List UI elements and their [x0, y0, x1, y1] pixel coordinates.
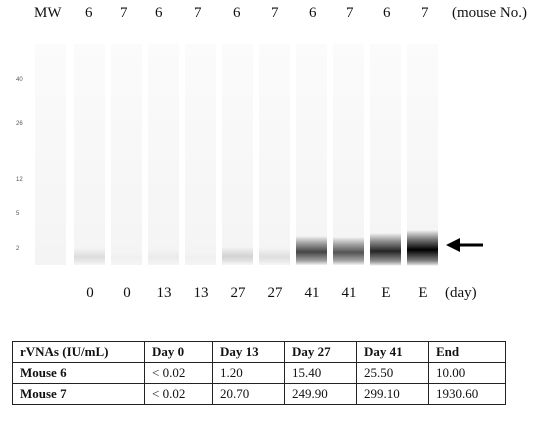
table-header-row: rVNAs (IU/mL) Day 0 Day 13 Day 27 Day 41…: [12, 341, 506, 363]
table-cell: 20.70: [212, 383, 285, 405]
mw-tick-label: 12: [16, 177, 23, 183]
table-header-cell: End: [428, 341, 506, 363]
mouse-number-label: 6: [383, 5, 391, 21]
mouse-number-label: 7: [271, 5, 279, 21]
gel-band: [407, 230, 438, 266]
gel-band: [259, 248, 290, 265]
rvna-table: rVNAs (IU/mL) Day 0 Day 13 Day 27 Day 41…: [12, 341, 506, 405]
table-cell: 249.90: [284, 383, 357, 405]
table-header-cell: Day 41: [356, 341, 429, 363]
mouse-number-label: 6: [85, 5, 93, 21]
table-row-header: Mouse 6: [12, 362, 145, 384]
table-row: Mouse 6 < 0.02 1.20 15.40 25.50 10.00: [12, 362, 506, 384]
gel-lane: [148, 44, 179, 265]
gel-band: [74, 248, 105, 265]
mouse-number-header: (mouse No.): [452, 5, 527, 21]
table-header-cell: Day 27: [284, 341, 357, 363]
mw-tick-label: 2: [16, 246, 20, 252]
day-label: 27: [230, 285, 246, 301]
mw-tick-label: 5: [16, 211, 20, 217]
gel-band: [370, 233, 401, 266]
gel-lane: [222, 44, 253, 265]
mouse-number-label: 7: [120, 5, 128, 21]
gel-band: [111, 249, 142, 265]
table-cell: 1930.60: [428, 383, 506, 405]
table-header-cell: Day 0: [144, 341, 213, 363]
mouse-number-label: 6: [155, 5, 163, 21]
gel-band: [296, 235, 327, 266]
day-label: 41: [304, 285, 320, 301]
day-label: 0: [86, 285, 94, 301]
mouse-number-label: 6: [309, 5, 317, 21]
gel-lane: [185, 44, 216, 265]
table-cell: < 0.02: [144, 383, 213, 405]
mw-ladder-lane: [35, 44, 66, 265]
gel-lane: [111, 44, 142, 265]
mouse-number-label: 7: [346, 5, 354, 21]
table-row-header: Mouse 7: [12, 383, 145, 405]
arrow-left-icon: [446, 238, 483, 252]
mw-header-label: MW: [34, 5, 62, 21]
gel-lane: [74, 44, 105, 265]
day-label: 13: [156, 285, 172, 301]
gel-lane: [370, 44, 401, 266]
table-header-cell: rVNAs (IU/mL): [12, 341, 145, 363]
day-label: E: [381, 285, 391, 301]
table-cell: 299.10: [356, 383, 429, 405]
table-cell: 10.00: [428, 362, 506, 384]
mw-tick-label: 40: [16, 77, 23, 83]
day-label: E: [418, 285, 428, 301]
day-label: 27: [267, 285, 283, 301]
mw-tick-label: 26: [16, 121, 23, 127]
table-cell: 15.40: [284, 362, 357, 384]
day-label: 13: [193, 285, 209, 301]
table-row: Mouse 7 < 0.02 20.70 249.90 299.10 1930.…: [12, 383, 506, 405]
day-unit-label: (day): [445, 285, 477, 301]
mouse-number-label: 6: [233, 5, 241, 21]
gel-lane: [296, 44, 327, 266]
table-cell: < 0.02: [144, 362, 213, 384]
day-label: 0: [123, 285, 131, 301]
gel-band: [185, 249, 216, 265]
gel-band: [222, 247, 253, 265]
table-cell: 25.50: [356, 362, 429, 384]
mouse-number-label: 7: [194, 5, 202, 21]
gel-lane: [333, 44, 364, 266]
gel-band: [333, 236, 364, 266]
day-label: 41: [341, 285, 357, 301]
gel-band: [148, 249, 179, 265]
table-header-cell: Day 13: [212, 341, 285, 363]
mouse-number-label: 7: [421, 5, 429, 21]
gel-lane: [259, 44, 290, 265]
table-cell: 1.20: [212, 362, 285, 384]
gel-lane: [407, 44, 438, 266]
